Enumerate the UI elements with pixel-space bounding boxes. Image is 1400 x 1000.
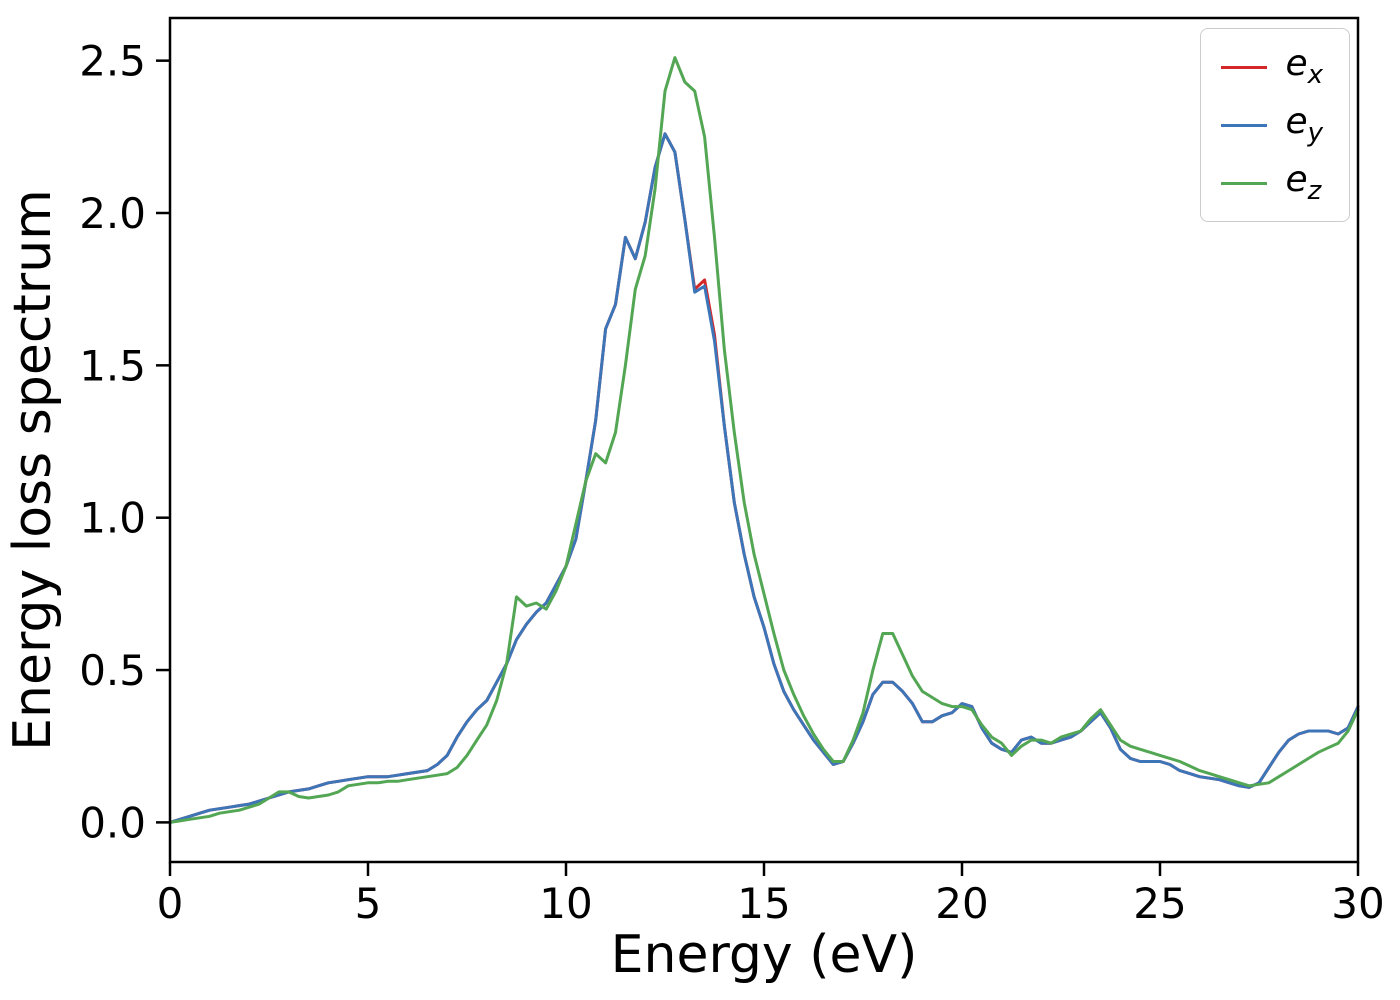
legend-line-sample [1221,181,1268,185]
y-tick-label: 0.0 [79,798,146,847]
legend-entry-e_y: ey [1221,101,1323,149]
legend-entry-e_x: ex [1221,43,1323,91]
legend: ex ey ez [1200,28,1350,222]
y-tick-label: 2.5 [79,37,146,86]
x-tick-label: 5 [355,879,382,928]
x-axis-label: Energy (eV) [611,925,918,985]
x-tick-label: 30 [1331,879,1384,928]
x-tick-label: 25 [1133,879,1186,928]
plot-lines [168,56,1360,824]
x-tick-label: 15 [737,879,790,928]
x-tick-label: 0 [157,879,184,928]
legend-entry-e_z: ez [1221,159,1323,207]
y-tick-label: 0.5 [79,646,146,695]
legend-label: ez [1285,158,1322,207]
x-tick-label: 10 [539,879,592,928]
series-line-e_y [168,132,1360,824]
x-axis-ticks: 0 5 10 15 20 25 30 [157,862,1385,928]
legend-line-sample [1221,65,1268,69]
legend-line-sample [1221,123,1268,127]
y-tick-label: 2.0 [79,189,146,238]
y-axis-label: Energy loss spectrum [3,189,63,751]
y-axis-ticks: 0.0 0.5 1.0 1.5 2.0 2.5 [79,37,170,847]
plot-background [170,18,1358,862]
legend-label: ey [1285,100,1323,149]
legend-label: ex [1285,42,1323,91]
y-tick-label: 1.0 [79,494,146,543]
series-line-e_z [168,56,1360,824]
y-tick-label: 1.5 [79,341,146,390]
x-tick-label: 20 [935,879,988,928]
